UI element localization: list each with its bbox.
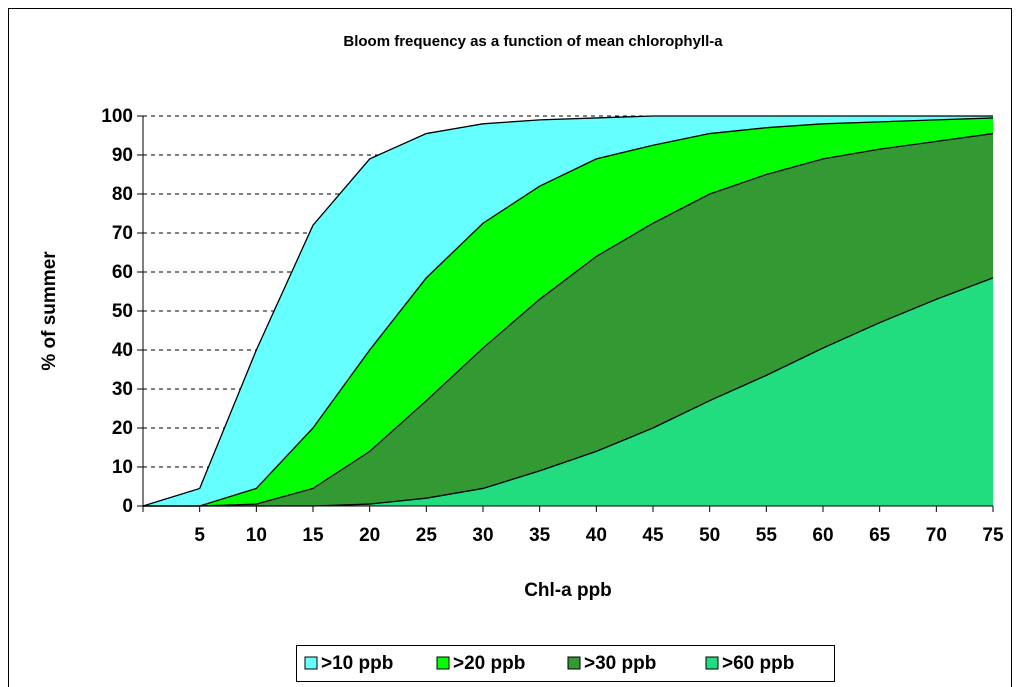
- x-tick-label: 40: [586, 525, 607, 546]
- x-axis-label: Chl-a ppb: [524, 580, 612, 601]
- x-tick-label: 55: [756, 525, 778, 546]
- legend-box: [296, 645, 835, 682]
- y-axis-label: % of summer: [39, 251, 60, 371]
- y-tick-label: 40: [112, 340, 133, 361]
- chart-title: Bloom frequency as a function of mean ch…: [343, 33, 723, 50]
- x-tick-label: 50: [699, 525, 720, 546]
- y-tick-label: 30: [112, 379, 133, 400]
- x-tick-label: 25: [416, 525, 438, 546]
- area-line: [143, 132, 994, 507]
- y-tick-label: 20: [112, 418, 133, 439]
- x-tick-label: 70: [926, 525, 947, 546]
- x-tick-label: 65: [869, 525, 891, 546]
- legend-label: >30 ppb: [584, 653, 656, 674]
- area: [143, 277, 993, 506]
- legend-label: >20 ppb: [453, 653, 525, 674]
- legend-label: >60 ppb: [722, 653, 794, 674]
- x-tick-label: 20: [359, 525, 380, 546]
- y-tick-label: 90: [112, 145, 133, 166]
- y-tick-label: 50: [112, 301, 133, 322]
- y-tick-label: 60: [112, 262, 133, 283]
- x-tick-label: 30: [472, 525, 493, 546]
- x-tick-label: 5: [194, 525, 205, 546]
- y-tick-label: 70: [112, 223, 133, 244]
- x-tick-label: 75: [982, 525, 1004, 546]
- y-tick-label: 10: [112, 457, 133, 478]
- legend-swatch: [304, 656, 318, 670]
- legend-swatch: [705, 656, 719, 670]
- area-line: [143, 117, 994, 507]
- y-tick-label: 0: [122, 496, 133, 517]
- area-line: [142, 115, 993, 507]
- x-tick-label: 45: [642, 525, 664, 546]
- y-tick-label: 100: [101, 106, 133, 127]
- x-tick-label: 10: [246, 525, 267, 546]
- x-tick-label: 15: [302, 525, 324, 546]
- y-tick-label: 80: [112, 184, 133, 205]
- legend-swatch: [567, 656, 581, 670]
- x-tick-label: 60: [812, 525, 833, 546]
- legend-label: >10 ppb: [321, 653, 393, 674]
- legend-swatch: [436, 656, 450, 670]
- x-tick-label: 35: [529, 525, 551, 546]
